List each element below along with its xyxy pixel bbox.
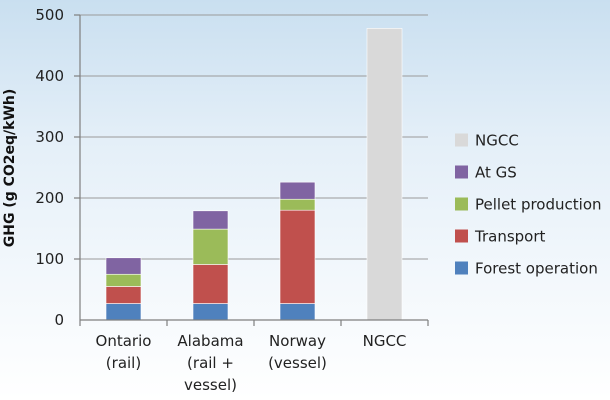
axes	[74, 14, 429, 326]
bar-segment-at-gs	[105, 257, 142, 275]
legend-label: Pellet production	[475, 196, 602, 214]
bar-segment-transport	[105, 286, 142, 304]
bar-segment-transport	[192, 264, 229, 304]
x-category-label: Alabama (rail + vessel)	[177, 332, 243, 394]
y-tick-label: 0	[54, 311, 64, 329]
y-tick-label: 400	[35, 67, 64, 85]
legend-label: NGCC	[475, 132, 519, 150]
legend-label: Forest operation	[475, 260, 598, 278]
legend: NGCC At GS Pellet production Transport Fores…	[455, 132, 602, 278]
bar-segment-pellet-production	[105, 273, 142, 287]
bar-segment-at-gs	[192, 210, 229, 230]
legend-label: At GS	[475, 164, 517, 182]
y-tick-label: 200	[35, 189, 64, 207]
bar-segment-forest-operation	[279, 303, 316, 321]
legend-swatch	[455, 133, 468, 147]
y-tick-labels: 0 100 200 300 400 500	[35, 6, 64, 329]
bar-segment-forest-operation	[192, 303, 229, 321]
legend-swatch	[455, 229, 468, 243]
bars	[105, 28, 403, 321]
x-category-label: NGCC	[363, 332, 407, 350]
legend-swatch	[455, 197, 468, 211]
bar-segment-at-gs	[279, 181, 316, 200]
y-tick-label: 300	[35, 128, 64, 146]
bar-segment-forest-operation	[105, 303, 142, 321]
legend-swatch	[455, 261, 468, 275]
y-tick-label: 100	[35, 250, 64, 268]
x-category-label: Norway (vessel)	[268, 332, 327, 372]
legend-label: Transport	[474, 228, 546, 246]
bar-segment-pellet-production	[192, 228, 229, 265]
bar-segment-ngcc	[366, 28, 403, 321]
x-category-labels: Ontario (rail) Alabama (rail + vessel) Norway…	[96, 332, 407, 394]
bar-segment-transport	[279, 209, 316, 304]
y-tick-label: 500	[35, 6, 64, 24]
legend-swatch	[455, 165, 468, 179]
x-category-label: Ontario (rail)	[96, 332, 152, 372]
bar-segment-pellet-production	[279, 198, 316, 211]
y-axis-label: GHG (g CO2eq/kWh)	[2, 89, 18, 248]
